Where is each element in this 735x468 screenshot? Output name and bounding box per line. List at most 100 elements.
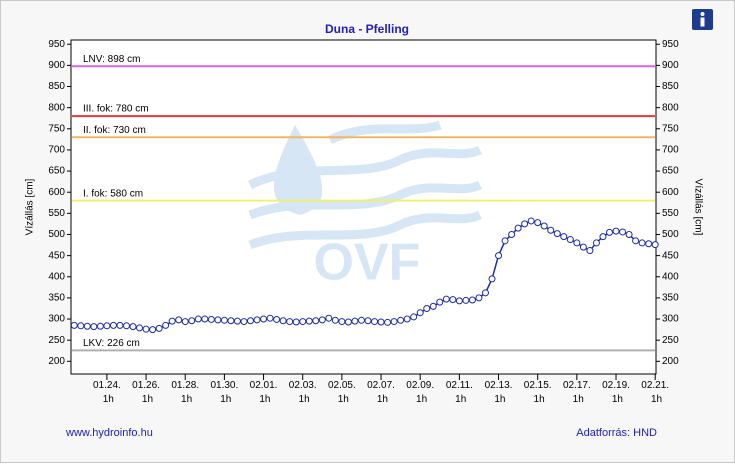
data-point (410, 313, 418, 321)
data-point (181, 318, 189, 326)
data-point (449, 296, 457, 304)
data-point (253, 316, 261, 324)
data-point (384, 318, 392, 326)
data-point (77, 322, 85, 330)
x-tick-label: 02.03. 1h (289, 380, 317, 405)
data-point (175, 316, 183, 324)
x-tick-label: 02.07. 1h (367, 380, 395, 405)
x-tick-hour: 1h (609, 394, 623, 405)
info-icon[interactable] (692, 9, 713, 30)
data-point (162, 321, 170, 329)
y2-tick-label: 400 (662, 271, 679, 282)
x-tick-hour: 1h (570, 394, 584, 405)
x-tick-date: 02.07. (367, 380, 395, 391)
x-tick-date: 02.05. (328, 380, 356, 391)
x-tick-date: 02.17. (563, 380, 591, 391)
data-point (220, 316, 228, 324)
y-tick-label: 300 (48, 314, 65, 325)
data-point (521, 220, 529, 228)
data-point (455, 297, 463, 305)
data-point (149, 326, 157, 334)
data-point (560, 233, 568, 241)
x-tick-date: 02.09. (406, 380, 434, 391)
data-point (207, 315, 215, 323)
reference-label: II. fok: 730 cm (83, 125, 146, 136)
y2-tick-label: 900 (662, 60, 679, 71)
y2-tick-label: 450 (662, 250, 679, 261)
data-point (638, 239, 646, 247)
y2-tick-label: 850 (662, 81, 679, 92)
y-tick-label: 500 (48, 229, 65, 240)
y2-tick-label: 700 (662, 145, 679, 156)
y-tick-label: 200 (48, 356, 65, 367)
data-point (645, 240, 653, 248)
data-point (201, 315, 209, 323)
data-point (403, 315, 411, 323)
data-point (246, 317, 254, 325)
data-point (468, 296, 476, 304)
y2-tick-label: 950 (662, 39, 679, 50)
data-point (377, 318, 385, 326)
data-point (168, 317, 176, 325)
y2-tick-label: 200 (662, 356, 679, 367)
reference-label: I. fok: 580 cm (83, 188, 143, 199)
y2-tick-label: 550 (662, 208, 679, 219)
data-point (573, 239, 581, 247)
data-point (286, 318, 294, 326)
data-point (344, 318, 352, 326)
data-point (416, 309, 424, 317)
data-point (508, 230, 516, 238)
data-point (227, 317, 235, 325)
y-axis-label: Vízállás [cm] (25, 178, 36, 235)
data-point (527, 217, 535, 225)
data-point (462, 296, 470, 304)
x-tick-date: 02.15. (524, 380, 552, 391)
data-point (475, 294, 483, 302)
x-tick-hour: 1h (492, 394, 506, 405)
data-point (364, 317, 372, 325)
x-tick-hour: 1h (648, 394, 662, 405)
x-tick-date: 01.30. (210, 380, 238, 391)
data-point (547, 226, 555, 234)
data-point (612, 227, 620, 235)
y2-tick-label: 750 (662, 123, 679, 134)
data-point (619, 228, 627, 236)
chart-title: Duna - Pfelling (325, 22, 409, 36)
y-tick-label: 650 (48, 166, 65, 177)
data-point (70, 321, 78, 329)
data-point (338, 318, 346, 326)
data-point (142, 325, 150, 333)
y2-tick-label: 650 (662, 166, 679, 177)
data-point (214, 316, 222, 324)
y-tick-label: 800 (48, 102, 65, 113)
data-point (553, 230, 561, 238)
reference-label: LKV: 226 cm (83, 338, 140, 349)
data-point (625, 230, 633, 238)
data-point (83, 322, 91, 330)
data-point (592, 239, 600, 247)
reference-label: III. fok: 780 cm (83, 104, 149, 115)
x-tick-hour: 1h (531, 394, 545, 405)
data-point (442, 295, 450, 303)
data-point (90, 323, 98, 331)
data-point (331, 316, 339, 324)
x-tick-hour: 1h (335, 394, 349, 405)
x-tick-label: 02.09. 1h (406, 380, 434, 405)
data-point (501, 237, 509, 245)
x-tick-hour: 1h (178, 394, 192, 405)
x-tick-label: 01.30. 1h (210, 380, 238, 405)
data-point (96, 322, 104, 330)
data-point (429, 302, 437, 310)
x-tick-label: 02.13. 1h (485, 380, 513, 405)
x-tick-date: 02.03. (289, 380, 317, 391)
y-tick-label: 750 (48, 123, 65, 134)
data-point (514, 224, 522, 232)
data-point (260, 315, 268, 323)
x-tick-date: 02.01. (250, 380, 278, 391)
source-right: Adatforrás: HND (576, 427, 657, 439)
data-point (423, 304, 431, 312)
x-tick-hour: 1h (374, 394, 388, 405)
y-tick-label: 550 (48, 208, 65, 219)
